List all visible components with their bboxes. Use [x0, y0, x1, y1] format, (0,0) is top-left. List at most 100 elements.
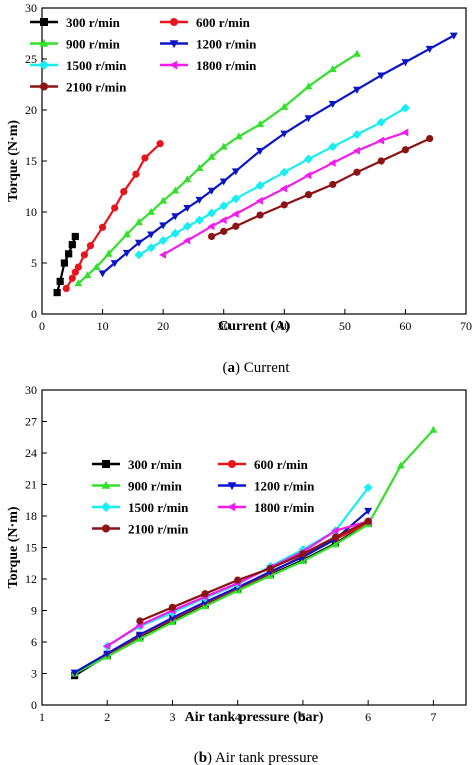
legend: 300 r/min 900 r/min 1500 r/min 2100 r/min 60…: [92, 457, 315, 537]
data-point: [328, 159, 336, 167]
legend: 300 r/min 900 r/min 1500 r/min 2100 r/min 60…: [30, 15, 257, 95]
legend-marker: [40, 18, 48, 26]
legend-label: 1800 r/min: [254, 500, 315, 515]
data-point: [171, 186, 180, 194]
data-point: [207, 222, 215, 231]
x-tick-label: 6: [365, 710, 371, 724]
data-point: [98, 270, 107, 278]
data-point: [377, 72, 386, 80]
data-point: [135, 631, 144, 639]
data-point: [141, 154, 149, 162]
caption-text: Air tank pressure: [215, 750, 319, 765]
y-tick-label: 12: [25, 572, 37, 586]
legend-label: 900 r/min: [128, 479, 183, 494]
data-point: [147, 207, 155, 215]
data-point: [426, 134, 434, 143]
data-point: [60, 259, 69, 267]
caption-prefix-close: ): [207, 750, 215, 765]
data-point: [122, 230, 131, 238]
legend-label: 600 r/min: [254, 457, 309, 472]
data-point: [65, 250, 73, 258]
data-point: [328, 142, 338, 152]
data-point: [134, 218, 143, 226]
data-point: [183, 175, 192, 183]
x-tick-label: 60: [399, 319, 411, 333]
data-point: [110, 260, 119, 268]
legend-marker: [170, 18, 178, 26]
data-point: [219, 216, 227, 225]
data-point: [425, 45, 434, 53]
figure-caption: (b) Air tank pressure: [194, 750, 319, 765]
data-point: [122, 249, 131, 257]
data-point: [83, 271, 92, 279]
data-point: [363, 483, 373, 493]
data-point: [231, 210, 239, 218]
data-point: [74, 263, 82, 271]
legend-label: 2100 r/min: [66, 80, 127, 95]
data-point: [304, 191, 313, 199]
data-point: [103, 642, 111, 651]
x-tick-label: 50: [339, 319, 351, 333]
data-point: [280, 102, 289, 110]
data-point: [182, 221, 192, 231]
data-point: [68, 274, 76, 282]
y-tick-label: 24: [25, 446, 37, 460]
data-point: [353, 49, 361, 57]
legend-marker: [40, 82, 48, 91]
legend-label: 1200 r/min: [254, 479, 315, 494]
data-point: [328, 65, 337, 73]
legend-label: 300 r/min: [66, 15, 121, 30]
data-point: [207, 187, 216, 195]
legend-marker: [39, 60, 49, 70]
data-point: [208, 232, 216, 241]
series-1200-r-min: [98, 32, 458, 278]
data-point: [207, 208, 217, 218]
legend-marker: [228, 460, 236, 468]
data-point: [71, 232, 79, 241]
series-1500-r-min: [134, 103, 410, 260]
data-point: [104, 249, 113, 257]
data-point: [98, 223, 107, 231]
series-600-r-min: [62, 140, 164, 293]
y-tick-label: 20: [25, 103, 37, 117]
data-point: [159, 196, 168, 204]
data-point: [194, 215, 204, 225]
caption-letter: a: [227, 360, 235, 376]
legend-marker: [169, 60, 178, 70]
data-point: [255, 180, 265, 190]
legend-marker: [227, 502, 236, 512]
data-point: [207, 152, 216, 160]
data-point: [170, 228, 180, 238]
x-tick-label: 4: [235, 710, 241, 724]
y-tick-label: 5: [31, 256, 37, 270]
data-point: [201, 599, 210, 607]
series-1800-r-min: [103, 517, 372, 651]
data-point: [86, 242, 95, 250]
data-point: [53, 288, 61, 297]
data-point: [74, 279, 83, 287]
data-point: [364, 517, 372, 525]
y-tick-label: 30: [25, 1, 37, 15]
y-tick-label: 10: [25, 205, 37, 219]
data-point: [147, 231, 155, 239]
series-line: [101, 34, 455, 275]
data-point: [120, 188, 128, 196]
data-point: [168, 614, 177, 622]
series-1800-r-min: [159, 128, 409, 259]
data-point: [156, 140, 164, 148]
data-point: [132, 170, 140, 178]
data-point: [136, 617, 144, 625]
data-point: [234, 132, 243, 140]
y-tick-label: 0: [31, 307, 37, 321]
y-axis-title: Torque (N·m): [6, 506, 21, 588]
legend-marker: [101, 480, 111, 489]
series-2100-r-min: [208, 134, 434, 241]
data-point: [219, 142, 228, 150]
data-point: [331, 540, 340, 548]
caption-prefix: (: [222, 360, 227, 376]
data-point: [331, 533, 340, 541]
data-point: [280, 130, 289, 138]
data-point: [219, 178, 228, 186]
